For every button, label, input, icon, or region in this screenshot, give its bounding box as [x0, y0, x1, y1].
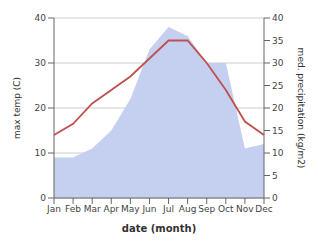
- svg-text:Sep: Sep: [198, 204, 215, 214]
- svg-text:10: 10: [35, 148, 47, 158]
- svg-text:Jun: Jun: [141, 204, 156, 214]
- svg-text:Aug: Aug: [179, 204, 197, 214]
- svg-text:May: May: [121, 204, 140, 214]
- svg-text:35: 35: [272, 36, 283, 46]
- svg-text:20: 20: [272, 103, 284, 113]
- svg-text:0: 0: [272, 193, 278, 203]
- svg-text:10: 10: [272, 148, 284, 158]
- svg-text:20: 20: [35, 103, 47, 113]
- svg-text:Oct: Oct: [218, 204, 234, 214]
- svg-text:40: 40: [35, 13, 47, 23]
- svg-text:5: 5: [272, 171, 278, 181]
- svg-text:0: 0: [40, 193, 46, 203]
- svg-text:date (month): date (month): [122, 223, 196, 234]
- svg-text:Jul: Jul: [162, 204, 174, 214]
- svg-text:med. precipitation (kg/m2): med. precipitation (kg/m2): [296, 48, 306, 169]
- svg-text:30: 30: [35, 58, 47, 68]
- svg-text:max temp (C): max temp (C): [12, 77, 22, 139]
- svg-text:30: 30: [272, 58, 284, 68]
- svg-text:Dec: Dec: [255, 204, 272, 214]
- svg-text:Mar: Mar: [84, 204, 101, 214]
- svg-text:Apr: Apr: [103, 204, 119, 214]
- svg-text:Nov: Nov: [236, 204, 254, 214]
- svg-text:40: 40: [272, 13, 284, 23]
- svg-text:15: 15: [272, 126, 283, 136]
- svg-text:Jan: Jan: [46, 204, 61, 214]
- svg-text:25: 25: [272, 81, 283, 91]
- svg-text:Feb: Feb: [65, 204, 81, 214]
